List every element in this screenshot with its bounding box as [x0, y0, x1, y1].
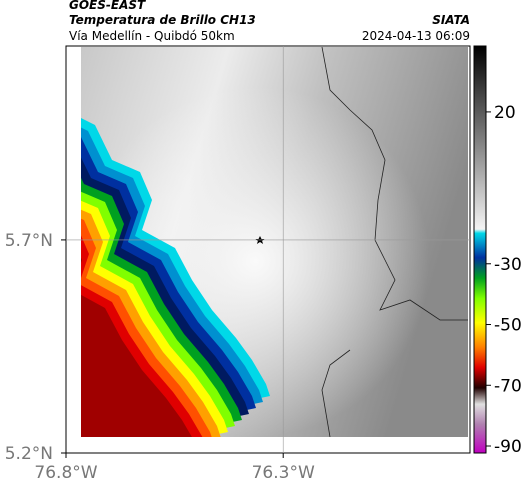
colorbar-label: -90 — [494, 437, 522, 457]
subtitle: Temperatura de Brillo CH13 — [69, 13, 256, 27]
y-tick-label: 5.7°N — [5, 231, 53, 251]
satellite-image — [81, 47, 468, 437]
colorbar — [473, 45, 487, 454]
x-tick-label: 76.8°W — [34, 463, 97, 483]
x-tick-label: 76.3°W — [252, 463, 315, 483]
colorbar-label: -50 — [494, 316, 522, 336]
source: SIATA — [432, 13, 470, 27]
title: GOES-EAST — [69, 0, 146, 12]
colorbar-label: -70 — [494, 376, 522, 396]
colorbar-label: -30 — [494, 255, 522, 275]
y-tick-label: 5.2°N — [5, 444, 53, 464]
cloud-layer — [81, 257, 192, 437]
location: Vía Medellín - Quibdó 50km — [69, 29, 235, 43]
colorbar-label: 20 — [494, 103, 516, 123]
datetime: 2024-04-13 06:09 — [362, 29, 470, 43]
